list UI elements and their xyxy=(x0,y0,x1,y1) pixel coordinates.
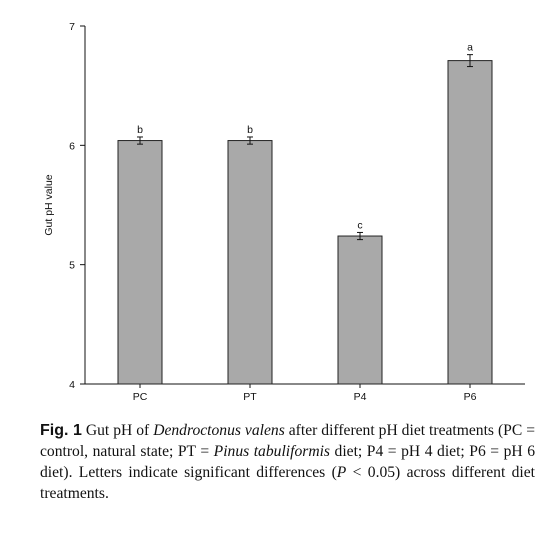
bar-pc xyxy=(117,140,163,385)
y-tick-label: 4 xyxy=(69,379,75,391)
y-tick-label: 6 xyxy=(69,140,75,152)
significance-letter: a xyxy=(467,42,473,54)
x-tick-label: PC xyxy=(133,391,148,403)
y-tick-label: 5 xyxy=(69,260,75,272)
y-tick-label: 7 xyxy=(69,21,75,33)
significance-letter: c xyxy=(357,219,362,231)
y-axis-label: Gut pH value xyxy=(43,174,55,235)
caption-segment: P xyxy=(336,464,347,481)
caption-segment: Gut pH of xyxy=(81,422,154,439)
chart-bars: b b c a xyxy=(117,42,493,385)
bar-p6 xyxy=(447,60,493,385)
caption-segment: < 0.05) across different diet treatments… xyxy=(40,464,535,502)
caption-segment: diet; P4 = pH 4 diet; P6 = pH 6 diet). L… xyxy=(40,443,536,481)
figure-label: Fig. 1 xyxy=(40,422,82,439)
x-tick-label: P6 xyxy=(464,391,477,403)
bar-p4 xyxy=(337,235,383,385)
significance-letter: b xyxy=(247,124,253,136)
caption-text: Gut pH of Dendroctonus valens after diff… xyxy=(40,422,535,502)
significance-letter: b xyxy=(137,124,143,136)
caption-segment: Dendroctonus valens xyxy=(153,422,285,439)
x-tick-label: P4 xyxy=(354,391,367,403)
x-tick-label: PT xyxy=(243,391,257,403)
bar-chart: 4 5 6 7 PC PT P4 P6 b b c a Gut pH value xyxy=(43,21,525,403)
caption-segment: Pinus tabuliformis xyxy=(213,443,330,460)
bar-pt xyxy=(227,140,273,385)
figure-caption: Fig. 1 Gut pH of Dendroctonus valens aft… xyxy=(40,420,535,504)
caption-segment: after different pH diet treatments (PC =… xyxy=(40,422,535,460)
